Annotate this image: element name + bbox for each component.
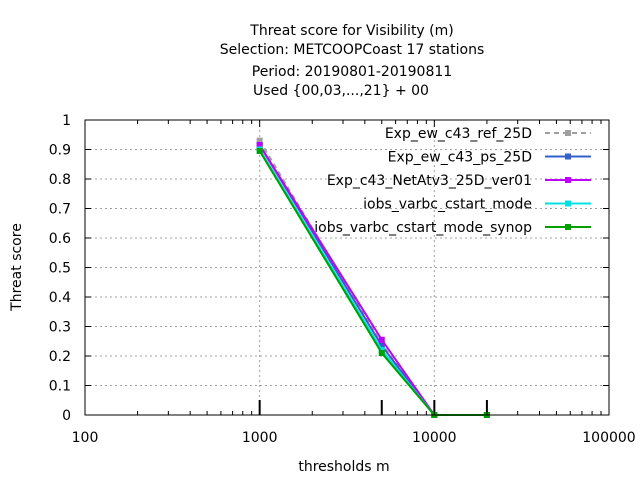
legend-marker [565, 200, 571, 207]
y-tick-label: 0.6 [49, 231, 71, 247]
title-line-2: Selection: METCOOPCoast 17 stations [220, 42, 485, 58]
series-line [258, 148, 487, 416]
y-tick-label: 0.5 [49, 261, 71, 277]
title-line-4: Used {00,03,...,21} + 00 [253, 83, 429, 99]
y-tick-label: 0.4 [49, 290, 71, 306]
x-tick-label: 100000 [582, 430, 635, 446]
chart-title: Threat score for Visibility (m) Selectio… [220, 23, 485, 99]
y-tick-label: 0 [62, 408, 71, 424]
data-point [256, 147, 263, 154]
x-tick-label: 1000 [242, 430, 278, 446]
series-line [258, 150, 487, 416]
legend-marker [565, 177, 571, 183]
legend-label: iobs_varbc_cstart_mode_synop [314, 220, 532, 236]
y-tick-label: 0.1 [49, 379, 71, 395]
data-point [256, 142, 263, 149]
y-axis: 0 0.1 0.2 0.3 0.4 0.5 0.6 0.7 0.8 0.9 1 [49, 113, 609, 424]
legend-label: Exp_ew_c43_ref_25D [385, 126, 532, 142]
y-tick-label: 1 [62, 113, 71, 129]
x-tick-label: 10000 [412, 430, 457, 446]
data-point [378, 350, 385, 357]
legend-marker [565, 153, 571, 160]
data-point [378, 342, 385, 349]
y-axis-label: Threat score [9, 223, 25, 312]
y-tick-label: 0.7 [49, 202, 71, 218]
title-line-3: Period: 20190801-20190811 [252, 64, 452, 80]
legend-marker [565, 224, 571, 230]
threshold-markers [258, 400, 488, 415]
legend-label: Exp_ew_c43_ps_25D [388, 150, 532, 166]
title-line-1: Threat score for Visibility (m) [249, 23, 453, 39]
legend: Exp_ew_c43_ref_25D Exp_ew_c43_ps_25D Exp_c… [314, 126, 591, 236]
y-tick-label: 0.3 [49, 320, 71, 336]
y-tick-label: 0.8 [49, 172, 71, 188]
y-tick-label: 0.9 [49, 143, 71, 159]
legend-marker [565, 130, 571, 136]
y-tick-label: 0.2 [49, 349, 71, 365]
x-axis: 100 1000 10000 100000 [72, 120, 636, 446]
legend-label: iobs_varbc_cstart_mode [363, 197, 532, 213]
legend-label: Exp_c43_NetAtv3_25D_ver01 [327, 173, 532, 189]
x-axis-label: thresholds m [298, 459, 389, 475]
data-point [378, 336, 385, 343]
x-tick-label: 100 [72, 430, 99, 446]
data-point [256, 137, 263, 144]
